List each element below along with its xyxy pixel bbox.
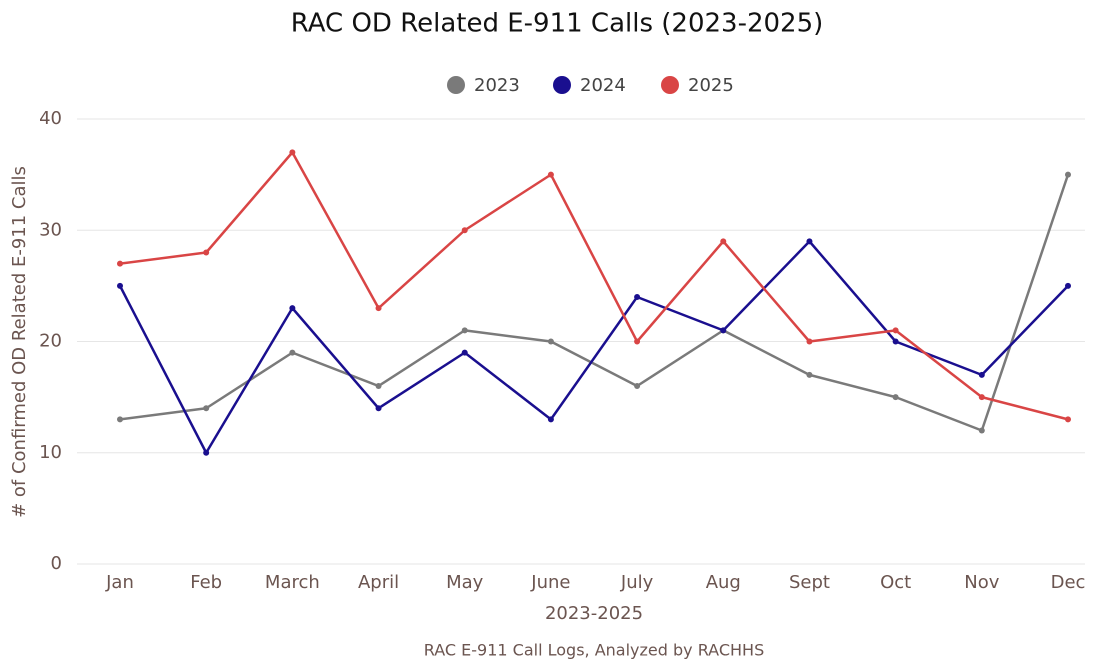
series-line (119, 174, 1070, 432)
y-axis-label: # of Confirmed OD Related E-911 Calls (9, 166, 30, 518)
data-point (634, 338, 641, 345)
data-point (203, 249, 210, 256)
x-tick-label: March (265, 572, 320, 593)
x-tick-label: Sept (789, 572, 830, 593)
data-point (1065, 171, 1071, 178)
data-point (375, 305, 382, 312)
x-tick-label: May (446, 572, 484, 593)
source-note: RAC E-911 Call Logs, Analyzed by RACHHS (424, 641, 764, 660)
x-tick-label: Aug (706, 572, 741, 593)
x-axis-label: 2023-2025 (545, 603, 643, 624)
x-tick-label: Nov (964, 572, 999, 593)
data-point (117, 282, 123, 289)
x-tick-label: June (530, 572, 570, 593)
y-tick-label: 20 (39, 331, 62, 352)
data-point (289, 349, 296, 356)
x-tick-label: Dec (1051, 572, 1086, 593)
data-point (1065, 416, 1071, 423)
data-point (289, 149, 296, 156)
x-tick-label: April (358, 572, 399, 593)
data-point (289, 305, 296, 312)
data-point (547, 338, 554, 345)
data-point (547, 171, 554, 178)
data-point (203, 449, 210, 456)
series-line (118, 240, 1069, 454)
data-point (720, 327, 727, 334)
x-tick-label: Jan (105, 572, 134, 593)
data-point (978, 427, 985, 434)
y-tick-label: 10 (39, 442, 62, 463)
data-point (375, 405, 382, 412)
legend-label: 2023 (474, 75, 520, 96)
data-point (978, 371, 985, 378)
data-point (461, 227, 468, 234)
legend-swatch (661, 76, 679, 94)
data-point (978, 394, 985, 401)
data-point (720, 238, 727, 245)
data-point (117, 416, 123, 423)
data-point (634, 383, 641, 389)
series-line (119, 151, 1069, 421)
data-point (203, 405, 210, 412)
chart-title: RAC OD Related E-911 Calls (2023-2025) (291, 9, 824, 39)
data-point (892, 394, 899, 401)
x-tick-label: Oct (880, 572, 911, 593)
data-point (892, 327, 899, 334)
data-point (806, 371, 813, 378)
x-tick-label: July (620, 572, 654, 593)
data-point (634, 294, 641, 300)
legend-label: 2025 (688, 75, 734, 96)
data-point (461, 349, 468, 356)
data-point (547, 416, 554, 423)
legend-swatch (553, 76, 571, 94)
data-point (892, 338, 899, 345)
data-point (117, 260, 123, 267)
legend-label: 2024 (580, 75, 626, 96)
y-tick-label: 30 (39, 219, 62, 240)
legend-swatch (447, 76, 465, 94)
data-point (806, 238, 813, 245)
y-tick-label: 40 (39, 108, 62, 129)
data-point (806, 338, 813, 345)
y-tick-label: 0 (51, 553, 62, 574)
data-point (1065, 282, 1071, 289)
data-point (461, 327, 468, 334)
data-point (375, 383, 382, 389)
x-tick-label: Feb (190, 572, 222, 593)
